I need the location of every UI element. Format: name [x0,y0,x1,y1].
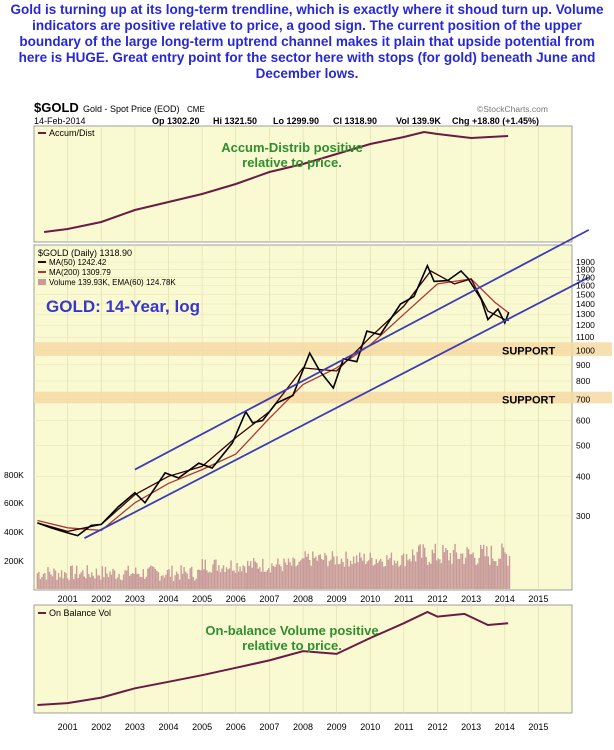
x-tick-label: 2007 [259,594,279,604]
x-tick-label: 2014 [495,594,515,604]
obv-line [37,610,509,706]
obv-x-axis-ticks: 2001 2002 2003 2004 2005 2006 2007 2008 2009 2010… [58,722,549,732]
x-tick-label: 2012 [427,722,447,732]
ma200-line [37,278,510,532]
x-tick-label: 2010 [360,594,380,604]
price-legend-ma50: MA(50) 1242.42 [49,258,107,267]
volume-tick-label: 800K [4,470,24,480]
high-label: Hi 1321.50 [213,116,257,126]
y-tick-label: 1500 [576,290,595,300]
x-tick-label: 2012 [427,594,447,604]
trendline [134,229,590,471]
volume-tick-label: 200K [4,556,24,566]
open-label: Op 1302.20 [152,116,200,126]
y-tick-label: 1000 [576,345,595,355]
y-tick-label: 900 [576,360,590,370]
support-label: SUPPORT [502,345,555,357]
y-tick-label: 1700 [576,272,595,282]
chart-headline: Gold is turning up at its long-term tren… [10,2,604,81]
close-label: Cl 1318.90 [333,116,377,126]
price-legend-ma200: MA(200) 1309.79 [49,268,111,277]
y-tick-label: 800 [576,376,590,386]
x-tick-label: 2011 [394,722,413,732]
y-tick-label: 500 [576,441,590,451]
low-label: Lo 1299.90 [273,116,319,126]
x-tick-label: 2005 [192,722,212,732]
accum-dist-grid [67,126,539,242]
x-tick-label: 2004 [158,722,178,732]
trendline [84,276,590,540]
y-tick-label: 300 [576,511,590,521]
volume-legend-swatch [38,279,46,285]
y-tick-label: 1600 [576,281,595,291]
volume-bars [36,543,511,589]
x-tick-label: 2009 [327,594,347,604]
x-tick-label: 2010 [360,722,380,732]
x-tick-label: 2013 [461,594,481,604]
support-label: SUPPORT [502,394,555,406]
x-tick-label: 2008 [293,594,313,604]
x-tick-label: 2014 [495,722,515,732]
price-legend-volume: Volume 139.93K, EMA(60) 124.78K [49,278,176,287]
x-tick-label: 2009 [327,722,347,732]
y-tick-label: 1400 [576,299,595,309]
volume-tick-label: 400K [4,527,24,537]
volume-axis-ticks: 800K 600K 400K 200K [4,470,24,566]
accum-dist-annotation-line2: relative to price. [242,155,342,170]
support-zones: SUPPORT SUPPORT [34,342,612,406]
price-x-axis-ticks: 2001 2002 2003 2004 2005 2006 2007 2008 2009 2010… [58,594,549,604]
x-tick-label: 2001 [58,594,78,604]
x-tick-label: 2005 [192,594,212,604]
description-label: Gold - Spot Price (EOD) [83,104,180,114]
x-tick-label: 2006 [226,722,246,732]
y-tick-label: 1100 [576,332,595,342]
y-tick-label: 1800 [576,264,595,274]
volume-label: Vol 139.9K [396,116,441,126]
y-tick-label: 1300 [576,309,595,319]
source-label: ©StockCharts.com [477,104,548,114]
channel-trendlines [84,229,590,540]
change-label: Chg +18.80 (+1.45%) [452,116,539,126]
x-tick-label: 2002 [91,722,111,732]
x-tick-label: 2004 [158,594,178,604]
date-label: 14-Feb-2014 [34,116,86,126]
price-line [37,263,510,537]
symbol-label: $GOLD [34,100,79,115]
accum-dist-annotation-line1: Accum-Distrib positive [221,140,363,155]
x-tick-label: 2015 [528,594,548,604]
exchange-label: CME [187,105,205,114]
x-tick-label: 2015 [528,722,548,732]
volume-tick-label: 600K [4,498,24,508]
obv-legend: On Balance Vol [49,608,111,618]
x-tick-label: 2003 [125,594,145,604]
x-tick-label: 2008 [293,722,313,732]
x-tick-label: 2003 [125,722,145,732]
x-tick-label: 2002 [91,594,111,604]
y-tick-label: 1200 [576,320,595,330]
y-tick-label: 1900 [576,257,595,267]
accum-dist-legend: Accum/Dist [49,128,95,138]
price-panel-title: GOLD: 14-Year, log [46,297,200,316]
y-tick-label: 700 [576,394,590,404]
x-tick-label: 2006 [226,594,246,604]
price-legend-gold: $GOLD (Daily) 1318.90 [38,248,132,258]
x-tick-label: 2013 [461,722,481,732]
x-tick-label: 2007 [259,722,279,732]
y-tick-label: 600 [576,416,590,426]
support-band [34,342,612,356]
support-band [34,391,612,404]
x-tick-label: 2001 [58,722,78,732]
obv-annotation-line1: On-balance Volume positive [205,623,378,638]
x-tick-label: 2011 [394,594,413,604]
y-tick-label: 400 [576,471,590,481]
obv-annotation-line2: relative to price. [242,638,342,653]
accum-dist-line [43,130,509,233]
